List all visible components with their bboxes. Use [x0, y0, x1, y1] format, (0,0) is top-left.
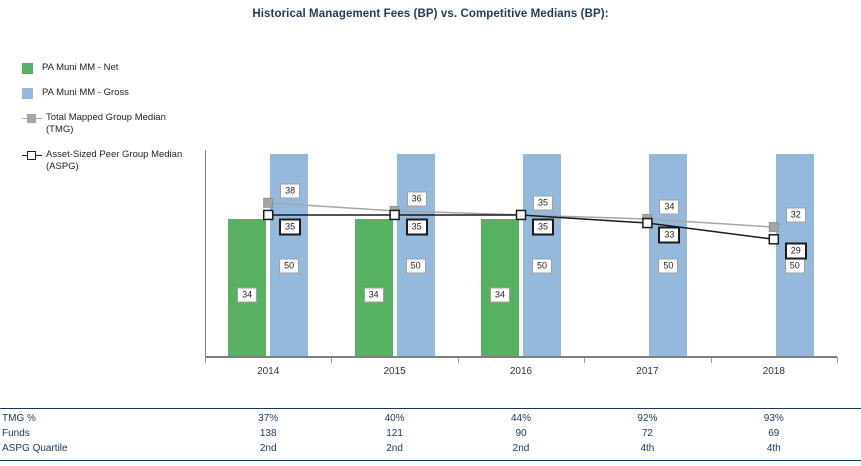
x-axis-tick-0 — [205, 357, 206, 363]
table-cell-funds-2016: 90 — [515, 428, 527, 439]
chart-plot-area: 34 34 34 50 50 50 50 50 38 36 35 34 32 35 35 35 33 29 — [205, 150, 838, 363]
table-cell-tmg-pct-2014: 37% — [258, 413, 279, 424]
table-cell-tmg-pct-2017: 92% — [637, 413, 658, 424]
table-cell-funds-2015: 121 — [386, 428, 403, 439]
tmg-value-2014: 38 — [280, 183, 301, 199]
legend-item-aspg: Asset-Sized Peer Group Median (ASPG) — [22, 149, 202, 173]
x-label-2014: 2014 — [257, 366, 280, 377]
gross-bar-2015 — [396, 154, 435, 357]
x-axis-tick-2 — [457, 357, 459, 363]
tmg-value-2018: 32 — [785, 207, 806, 223]
chart-title: Historical Management Fees (BP) vs. Comp… — [252, 8, 609, 20]
table-cell-aspg-quartile-2015: 2nd — [386, 443, 403, 454]
gross-swatch — [22, 88, 33, 99]
aspg-marker-2017 — [642, 217, 653, 229]
x-axis-line — [205, 356, 837, 358]
gross-value-2015: 50 — [405, 258, 426, 274]
x-axis-tick-4 — [710, 357, 712, 363]
legend-label-tmg: Total Mapped Group Median (TMG) — [46, 112, 166, 135]
y-axis-line — [205, 150, 206, 357]
tmg-marker-square — [27, 114, 36, 123]
table-row-label-funds: Funds — [2, 428, 30, 439]
gross-value-2014: 50 — [279, 258, 300, 274]
aspg-marker-square — [27, 151, 36, 160]
aspg-value-2014: 35 — [279, 218, 302, 236]
table-cell-aspg-quartile-2018: 4th — [766, 443, 781, 454]
tmg-marker — [22, 112, 42, 124]
table-cell-tmg-pct-2015: 40% — [384, 413, 405, 424]
table-cell-funds-2014: 138 — [259, 428, 277, 439]
aspg-marker-2018 — [768, 234, 780, 245]
legend-label-net: PA Muni MM - Net — [42, 62, 119, 73]
tmg-value-2017: 34 — [659, 199, 680, 215]
legend-label-gross: PA Muni MM - Gross — [42, 87, 129, 98]
tmg-marker-2018 — [768, 222, 779, 233]
table-cell-aspg-quartile-2016: 2nd — [512, 443, 530, 454]
table-cell-tmg-pct-2016: 44% — [510, 413, 531, 424]
legend-item-tmg: Total Mapped Group Median (TMG) — [22, 112, 202, 136]
x-axis-tick-3 — [584, 357, 586, 363]
x-axis-tick-5 — [837, 357, 838, 363]
aspg-marker-2015 — [389, 209, 400, 221]
table-cell-funds-2018: 69 — [768, 428, 780, 439]
net-value-2015: 34 — [363, 287, 384, 303]
x-axis-tick-1 — [331, 357, 333, 363]
table-cell-aspg-quartile-2014: 2nd — [259, 443, 277, 454]
x-label-2017: 2017 — [636, 366, 659, 377]
legend-label-aspg: Asset-Sized Peer Group Median (ASPG) — [46, 149, 183, 172]
table-cell-tmg-pct-2018: 93% — [763, 413, 784, 424]
table-row-label-aspg-quartile: ASPG Quartile — [2, 443, 68, 454]
median-lines-layer — [262, 197, 780, 245]
tmg-marker-2014 — [263, 197, 274, 208]
table-cell-aspg-quartile-2017: 4th — [640, 443, 655, 454]
aspg-value-2017: 33 — [658, 226, 681, 244]
x-label-2015: 2015 — [383, 366, 406, 377]
net-value-2014: 34 — [237, 287, 258, 303]
aspg-value-2016: 35 — [531, 218, 555, 236]
x-label-2018: 2018 — [762, 366, 785, 377]
legend-item-net: PA Muni MM - Net — [22, 62, 202, 74]
table-row-label-tmg-pct: TMG % — [2, 413, 36, 424]
gross-value-2018: 50 — [784, 258, 805, 274]
table-cell-funds-2017: 72 — [641, 428, 653, 439]
table-bottom-border — [0, 460, 861, 461]
net-value-2016: 34 — [489, 287, 511, 303]
gross-value-2017: 50 — [658, 258, 679, 274]
aspg-value-2015: 35 — [405, 218, 428, 236]
gross-value-2016: 50 — [531, 258, 553, 274]
gross-bar-2017 — [649, 154, 688, 357]
x-axis-labels: 2014 2015 2016 2017 2018 — [205, 366, 837, 382]
chart-legend: PA Muni MM - Net PA Muni MM - Gross Total … — [22, 62, 202, 186]
x-label-2016: 2016 — [509, 366, 533, 377]
tmg-value-2015: 36 — [406, 191, 427, 207]
table-top-border — [0, 408, 861, 409]
aspg-marker-2014 — [262, 209, 274, 221]
aspg-value-2018: 29 — [784, 242, 807, 260]
tmg-value-2016: 35 — [532, 195, 554, 211]
aspg-marker-2016 — [515, 209, 527, 221]
gross-bar-2016 — [523, 154, 561, 357]
legend-item-gross: PA Muni MM - Gross — [22, 87, 202, 99]
aspg-marker — [22, 149, 42, 161]
net-swatch — [22, 63, 33, 74]
